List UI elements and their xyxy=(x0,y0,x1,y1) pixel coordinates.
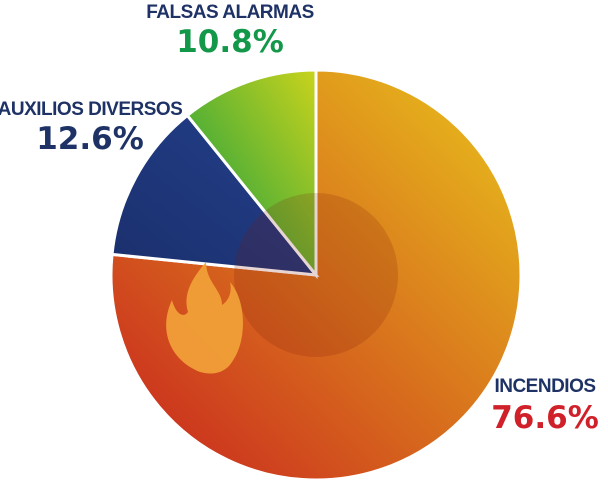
pie-slice xyxy=(185,68,318,280)
slice-label: INCENDIOS xyxy=(494,376,595,397)
pie-slice xyxy=(110,113,320,277)
slice-value-label: 76.6% xyxy=(491,400,599,436)
inner-circle xyxy=(234,193,398,357)
slice-value-label: 10.8% xyxy=(176,24,284,60)
slice-value-label: 12.6% xyxy=(36,121,144,157)
slice-label: AUXILIOS DIVERSOS xyxy=(0,99,182,120)
flame-icon xyxy=(166,262,244,374)
slice-label: FALSAS ALARMAS xyxy=(146,2,314,23)
